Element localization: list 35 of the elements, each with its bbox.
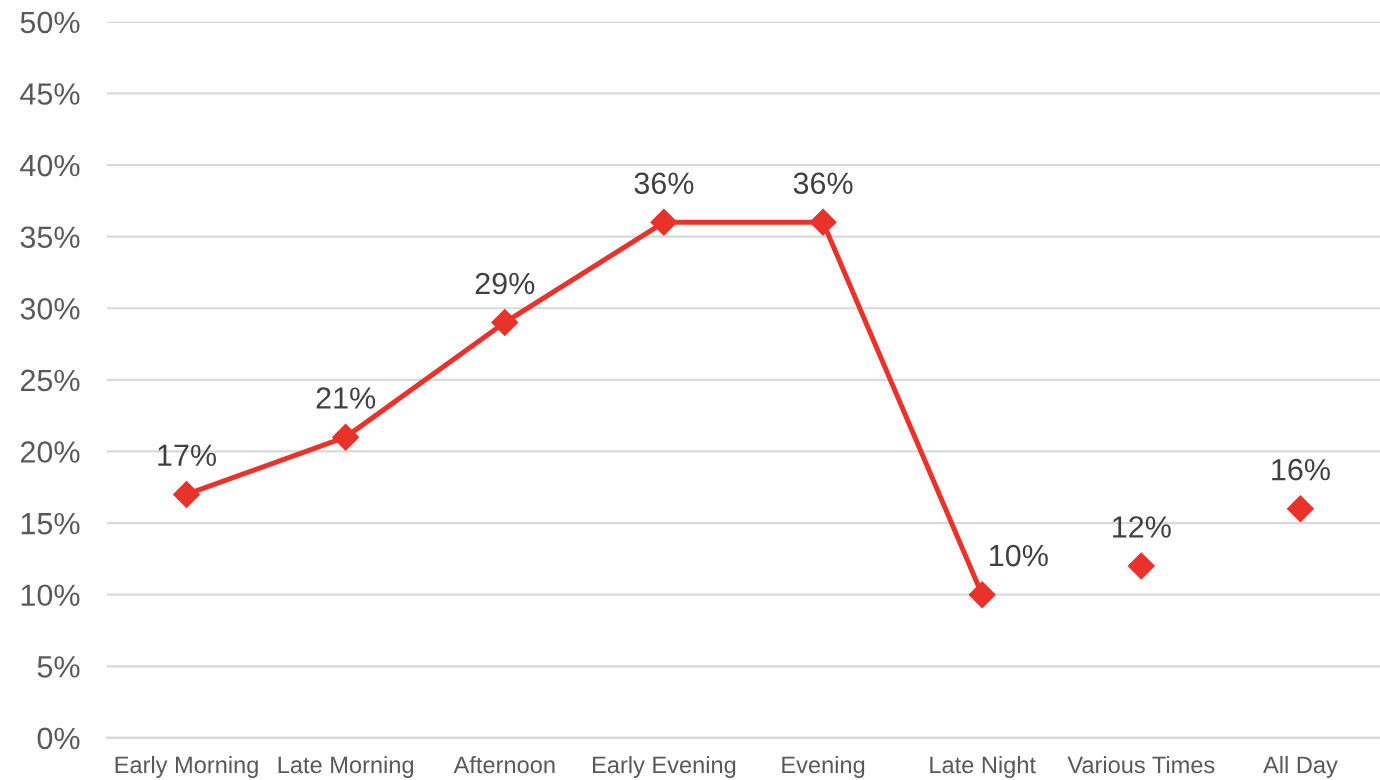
data-label: 16% bbox=[1272, 458, 1330, 481]
point bbox=[491, 309, 519, 337]
point bbox=[650, 208, 678, 236]
x-tick-label: Early Evening bbox=[593, 755, 736, 778]
x-tick-label: Afternoon bbox=[453, 755, 555, 774]
y-tick-label: 40% bbox=[20, 154, 80, 177]
point bbox=[1286, 495, 1314, 523]
x-tick-label: All Day bbox=[1263, 755, 1338, 778]
y-tick-label: 15% bbox=[21, 512, 80, 535]
y-tick-label: 5% bbox=[37, 656, 80, 678]
x-tick-label: Early Morning bbox=[115, 755, 258, 778]
x-tick-label: Evening bbox=[782, 755, 865, 778]
point bbox=[332, 423, 360, 451]
data-label: 10% bbox=[990, 544, 1048, 567]
y-tick-label: 0% bbox=[37, 727, 80, 750]
data-label: 17% bbox=[158, 444, 217, 467]
y-tick-label: 35% bbox=[20, 226, 80, 249]
y-tick-label: 20% bbox=[20, 441, 80, 463]
y-tick-label: 50% bbox=[20, 11, 80, 34]
x-tick-label: Late Night bbox=[930, 755, 1036, 778]
y-tick-label: 45% bbox=[20, 83, 80, 105]
y-tick-label: 30% bbox=[20, 297, 80, 320]
point bbox=[173, 480, 200, 508]
data-label: 12% bbox=[1113, 516, 1171, 538]
x-tick-label: Various Times bbox=[1067, 755, 1215, 774]
data-label: 36% bbox=[793, 172, 853, 195]
data-label: 21% bbox=[316, 387, 376, 409]
data-label: 36% bbox=[634, 172, 694, 195]
point bbox=[809, 208, 837, 236]
y-tick-label: 25% bbox=[20, 369, 80, 392]
x-tick-label: Late Morning bbox=[278, 755, 414, 778]
point bbox=[1127, 552, 1155, 580]
point bbox=[968, 581, 996, 609]
y-tick-label: 10% bbox=[21, 584, 80, 607]
data-label: 29% bbox=[475, 272, 535, 295]
